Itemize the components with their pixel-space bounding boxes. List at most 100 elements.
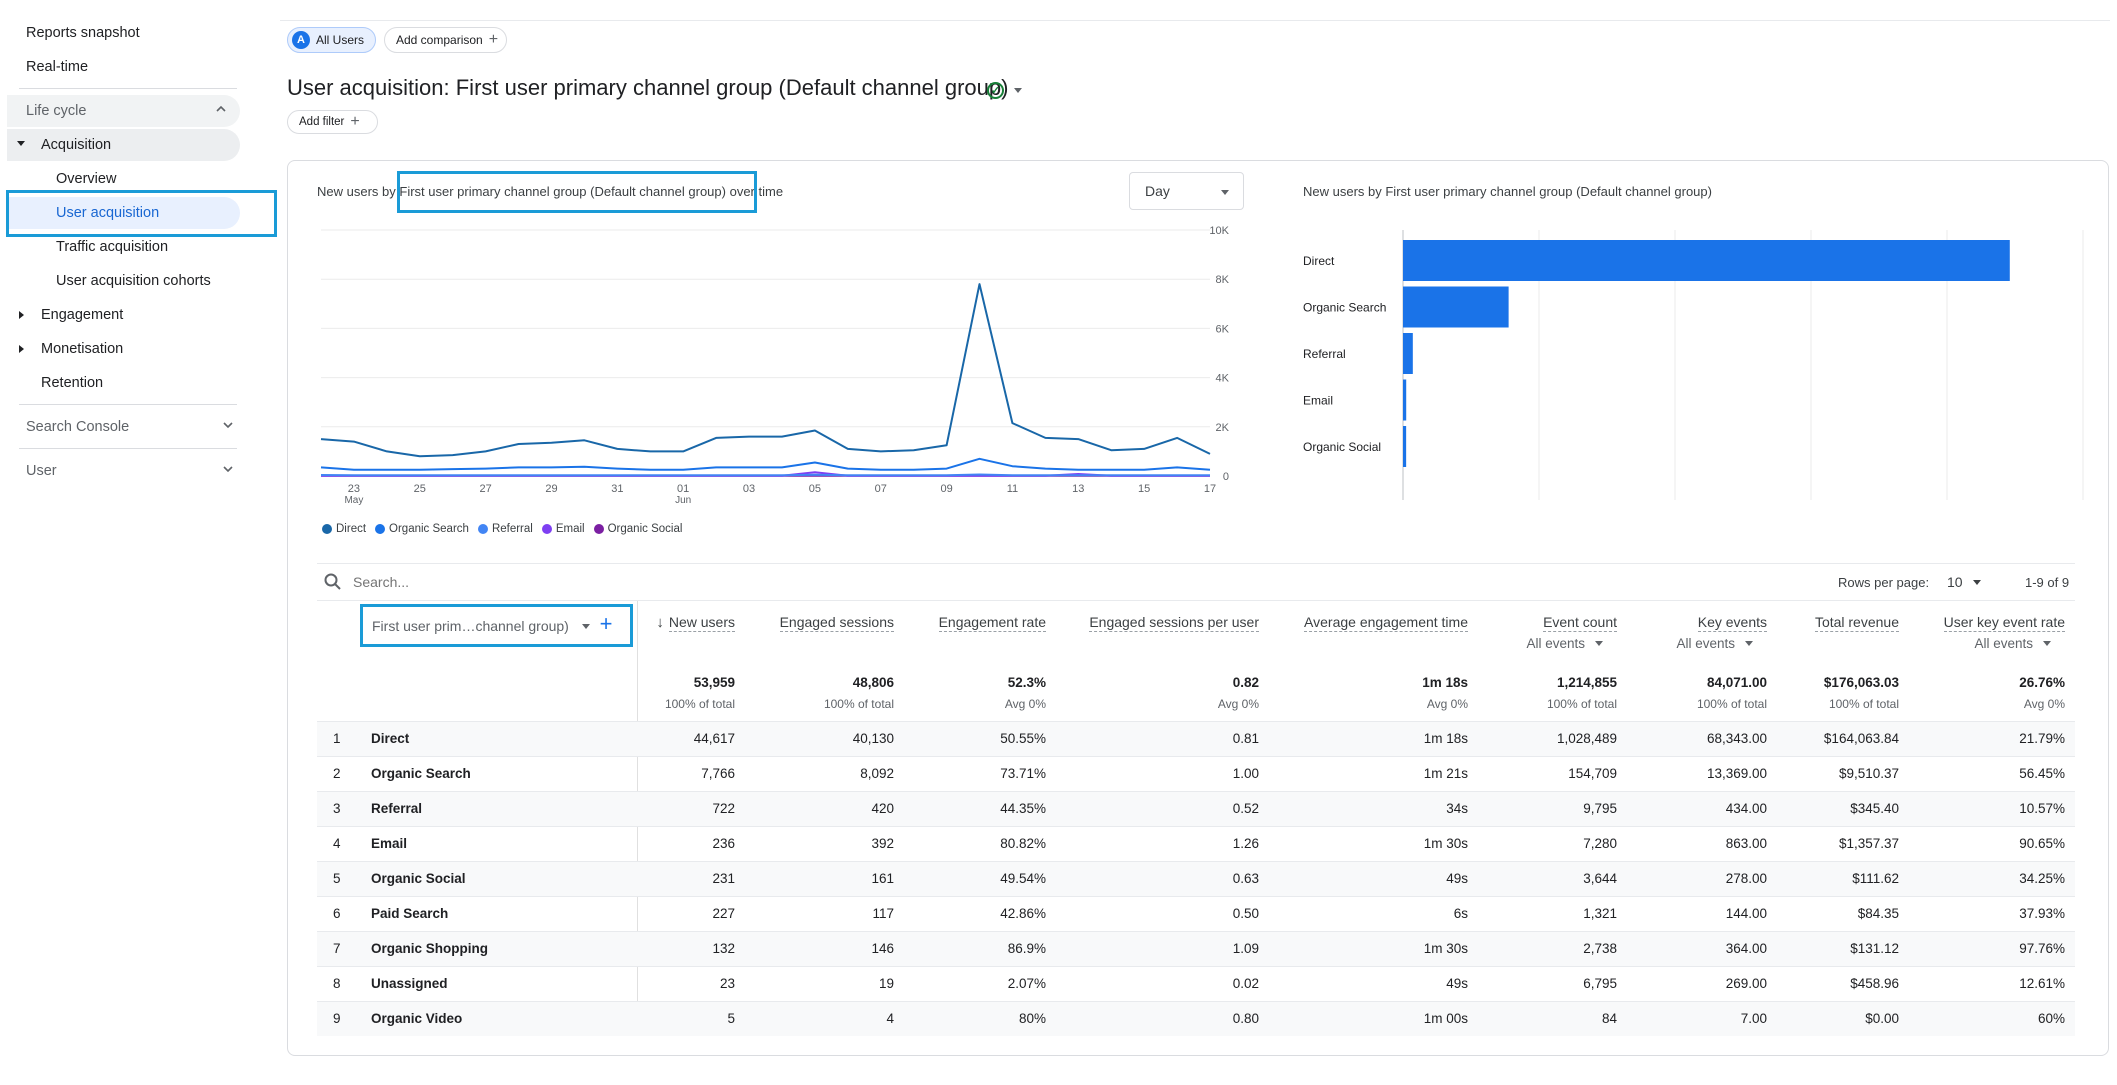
nav-label: Search Console — [26, 419, 130, 435]
table-cell: 34.25% — [2019, 871, 2065, 886]
table-cell: $345.40 — [1850, 801, 1899, 816]
x-tick-label: 29 — [545, 483, 557, 495]
bar-referral[interactable] — [1403, 333, 1413, 374]
sidebar: Reports snapshot Real-time Life cycle Ac… — [7, 20, 267, 1072]
status-dropdown[interactable]: ✓ — [981, 77, 1037, 103]
report-card — [287, 160, 2109, 1056]
nav-label: Overview — [56, 171, 117, 187]
dimension-label: First user prim…channel group) — [372, 618, 569, 634]
table-row[interactable]: 6 Paid Search 227 117 42.86% 0.50 6s 1,321 144.0… — [317, 896, 2075, 931]
column-header[interactable]: Key events — [1697, 614, 1767, 632]
legend-item[interactable]: Email — [541, 523, 585, 535]
nav-retention[interactable]: Retention — [7, 367, 247, 399]
line-chart-title-suffix: over time — [725, 184, 784, 199]
column-header[interactable]: Engaged sessions per user — [1089, 614, 1259, 632]
column-header[interactable]: Average engagement time — [1304, 614, 1468, 632]
nav-realtime[interactable]: Real-time — [7, 52, 247, 82]
table-cell: 49s — [1446, 871, 1468, 886]
column-header-label: User key event rate — [1943, 614, 2065, 632]
dimension-select[interactable]: First user prim…channel group) — [362, 608, 630, 644]
series-line-organic-search — [320, 457, 1211, 471]
table-cell: 8,092 — [860, 766, 894, 781]
check-circle-icon: ✓ — [987, 81, 1004, 99]
column-total: $176,063.03 — [1823, 675, 1899, 690]
event-filter-select[interactable]: All events — [1676, 636, 1753, 651]
x-tick-label: 13 — [1072, 483, 1084, 495]
legend-item[interactable]: Direct — [322, 523, 366, 535]
table-row[interactable]: 8 Unassigned 23 19 2.07% 0.02 49s 6,795 269.00 $4… — [317, 966, 2075, 1001]
granularity-select[interactable]: Day — [1129, 172, 1244, 210]
table-cell: 0.63 — [1232, 871, 1259, 886]
table-cell: 86.9% — [1007, 941, 1046, 956]
nav-user-acquisition-cohorts[interactable]: User acquisition cohorts — [7, 265, 247, 297]
legend-item[interactable]: Organic Social — [593, 523, 682, 535]
rows-per-page-value: 10 — [1947, 574, 1963, 590]
column-header[interactable]: Event count — [1543, 614, 1617, 632]
nav-overview[interactable]: Overview — [7, 163, 247, 195]
event-filter-select[interactable]: All events — [1974, 636, 2051, 651]
rows-per-page-select[interactable]: 10 — [1947, 572, 1997, 592]
column-total-sub: Avg 0% — [1426, 697, 1468, 711]
nav-user[interactable]: User — [7, 455, 247, 487]
add-comparison-button[interactable]: Add comparison + — [384, 27, 507, 53]
table-cell: 19 — [878, 976, 894, 991]
column-header[interactable]: User key event rate — [1943, 614, 2065, 632]
column-header[interactable]: Engagement rate — [938, 614, 1046, 632]
bar-email[interactable] — [1403, 379, 1407, 421]
nav-engagement[interactable]: Engagement — [7, 299, 247, 331]
top-divider — [280, 20, 2110, 21]
add-dimension-button[interactable]: + — [599, 611, 613, 636]
x-tick-label: 09 — [940, 483, 952, 495]
segment-chip[interactable]: A All Users — [287, 27, 376, 53]
x-tick-label: 27 — [480, 483, 492, 495]
table-cell: $131.12 — [1850, 941, 1899, 956]
table-row[interactable]: 7 Organic Shopping 132 146 86.9% 1.09 1m 30s 2,… — [317, 931, 2075, 966]
table-cell: 0.52 — [1232, 801, 1259, 816]
table-row[interactable]: 9 Organic Video 5 4 80% 0.80 1m 00s 84 7.00 $0.00… — [317, 1001, 2075, 1036]
column-total: 26.76% — [2019, 675, 2065, 690]
column-header-label: New users — [668, 614, 735, 632]
search-input[interactable] — [353, 574, 953, 590]
column-header[interactable]: ↓ New users — [656, 614, 735, 632]
column-header[interactable]: Total revenue — [1814, 614, 1899, 632]
column-header-label: Average engagement time — [1304, 614, 1468, 632]
table-cell: 68,343.00 — [1706, 731, 1767, 746]
nav-search-console[interactable]: Search Console — [7, 411, 247, 443]
bar-organic-search[interactable] — [1403, 286, 1509, 328]
legend-item[interactable]: Organic Search — [375, 523, 469, 535]
legend-dot-icon — [593, 524, 604, 534]
nav-acquisition[interactable]: Acquisition — [7, 129, 240, 161]
table-row[interactable]: 1 Direct 44,617 40,130 50.55% 0.81 1m 18s 1,028… — [317, 721, 2075, 756]
table-cell: 132 — [712, 941, 735, 956]
table-row[interactable]: 3 Referral 722 420 44.35% 0.52 34s 9,795 434.00 $… — [317, 791, 2075, 826]
table-cell: 80% — [1018, 1011, 1046, 1026]
table-cell: 1.09 — [1232, 941, 1259, 956]
legend-item[interactable]: Referral — [477, 523, 533, 535]
table-row[interactable]: 5 Organic Social 231 161 49.54% 0.63 49s 3,644 2… — [317, 861, 2075, 896]
table-row[interactable]: 2 Organic Search 7,766 8,092 73.71% 1.00 1m 21… — [317, 756, 2075, 791]
x-month-label: May — [344, 495, 363, 506]
event-filter-select[interactable]: All events — [1526, 636, 1603, 651]
table-cell: 44,617 — [693, 731, 735, 746]
table-row[interactable]: 4 Email 236 392 80.82% 1.26 1m 30s 7,280 863.00 $… — [317, 826, 2075, 861]
event-filter-label: All events — [1974, 636, 2033, 651]
column-header[interactable]: Engaged sessions — [779, 614, 894, 632]
nav-divider — [19, 448, 237, 449]
nav-lifecycle[interactable]: Life cycle — [7, 95, 240, 127]
nav-user-acquisition[interactable]: User acquisition — [7, 197, 240, 229]
series-line-referral — [320, 473, 1210, 477]
column-total-sub: 100% of total — [1696, 697, 1767, 711]
line-chart-title: New users by First user primary channel … — [317, 184, 783, 199]
column-total-sub: 100% of total — [664, 697, 735, 711]
nav-monetisation[interactable]: Monetisation — [7, 333, 247, 365]
nav-reports-snapshot[interactable]: Reports snapshot — [7, 20, 247, 46]
dropdown-arrow-icon — [1014, 87, 1022, 93]
column-header-label: Engaged sessions per user — [1089, 614, 1259, 632]
nav-traffic-acquisition[interactable]: Traffic acquisition — [7, 231, 247, 263]
bar-direct[interactable] — [1403, 240, 2010, 281]
x-tick-label: 11 — [1007, 483, 1018, 495]
table-cell: 1m 21s — [1423, 766, 1468, 781]
add-filter-button[interactable]: Add filter + — [287, 110, 378, 134]
bar-organic-social[interactable] — [1403, 426, 1407, 467]
x-tick-label: 23 — [348, 483, 360, 495]
